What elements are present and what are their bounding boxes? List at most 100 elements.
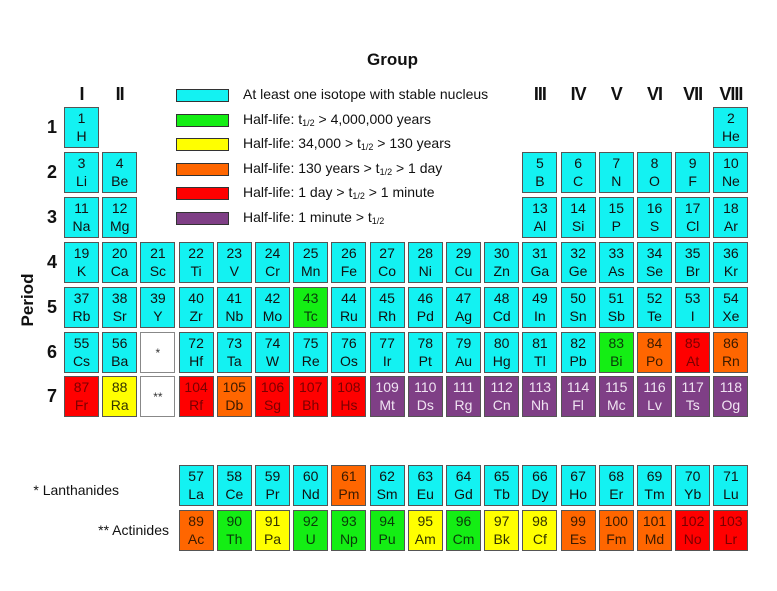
element-symbol: Rf [189, 397, 204, 414]
element-symbol: Cm [452, 531, 475, 547]
period-label: 2 [46, 161, 57, 182]
element-cell-ru: 44 Ru [331, 286, 367, 328]
atomic-number: 51 [608, 289, 625, 306]
group-label: II [115, 84, 125, 104]
atomic-number: 67 [570, 468, 586, 484]
atomic-number: 118 [719, 379, 743, 396]
element-symbol: Cs [72, 352, 91, 369]
atomic-number: 25 [302, 244, 319, 261]
element-cell-na: 11 Na [64, 196, 99, 238]
element-symbol: As [608, 262, 625, 279]
legend-swatch [176, 187, 229, 200]
atomic-number: 60 [302, 468, 319, 484]
atomic-number: 96 [455, 513, 472, 529]
element-cell-mg: 12 Mg [102, 196, 138, 238]
element-cell-sc: 21 Sc [140, 241, 176, 283]
atomic-number: 1 [77, 110, 86, 126]
element-symbol: Ru [339, 307, 358, 324]
atomic-number: 6 [574, 154, 582, 171]
atomic-number: 103 [719, 513, 743, 529]
legend-text: Half-life: 130 years > t1/2 > 1 day [243, 159, 443, 177]
element-cell-cm: 96 Cm [446, 510, 481, 551]
atomic-number: 78 [417, 334, 434, 351]
atomic-number: 15 [608, 199, 625, 216]
actinides-placeholder-cell: ** [140, 376, 176, 418]
element-symbol: C [573, 172, 584, 189]
atomic-number: 66 [532, 468, 548, 484]
element-symbol: Te [647, 307, 662, 324]
element-cell-lu: 71 Lu [713, 465, 749, 506]
atomic-number: 90 [226, 513, 243, 529]
element-cell-ar: 18 Ar [713, 196, 749, 238]
legend-text: At least one isotope with stable nucleus [243, 86, 489, 102]
element-cell-tc: 43 Tc [293, 286, 329, 328]
element-symbol: Zr [189, 307, 203, 324]
element-symbol: Ac [187, 531, 205, 547]
group-label: VI [646, 84, 663, 104]
element-cell-pd: 46 Pd [407, 286, 443, 328]
element-symbol: Dy [531, 486, 549, 502]
element-symbol: Bi [610, 352, 623, 369]
element-symbol: I [690, 307, 695, 324]
element-cell-bh: 107 Bh [293, 376, 329, 418]
element-cell-sg: 106 Sg [255, 376, 290, 418]
element-cell-at: 85 At [675, 331, 711, 373]
element-symbol: Tb [493, 486, 510, 502]
legend-swatch [176, 89, 229, 102]
element-symbol: Sg [263, 397, 282, 414]
element-symbol: Ge [568, 262, 588, 279]
element-symbol: Fm [606, 531, 627, 547]
element-symbol: O [649, 172, 660, 189]
atomic-number: 109 [375, 379, 399, 396]
atomic-number: 21 [150, 244, 166, 261]
element-symbol: Cf [532, 531, 547, 547]
element-symbol: Tc [303, 307, 318, 324]
legend-text: Half-life: 1 minute > t1/2 [243, 208, 385, 226]
element-symbol: Fr [74, 397, 89, 414]
element-cell-dy: 66 Dy [522, 465, 558, 506]
period-axis-label: Period [18, 273, 37, 327]
element-cell-si: 14 Si [560, 196, 596, 238]
element-cell-ti: 22 Ti [178, 241, 214, 283]
atomic-number: 50 [570, 289, 586, 306]
element-cell-nh: 113 Nh [522, 376, 558, 418]
element-symbol: N [611, 172, 622, 189]
atomic-number: 114 [566, 379, 590, 396]
atomic-number: 4 [115, 154, 124, 171]
atomic-number: 65 [493, 468, 510, 484]
element-cell-sn: 50 Sn [560, 286, 596, 328]
element-cell-hs: 108 Hs [331, 376, 367, 418]
atomic-number: 88 [111, 379, 128, 396]
atomic-number: 79 [455, 334, 472, 351]
element-symbol: Y [153, 307, 163, 324]
element-symbol: Xe [722, 307, 740, 324]
legend-text: Half-life: t1/2 > 4,000,000 years [243, 110, 432, 128]
element-symbol: Fe [340, 262, 358, 279]
group-label: III [533, 84, 547, 104]
atomic-number: 92 [302, 513, 319, 529]
element-cell-tm: 69 Tm [637, 465, 672, 506]
element-cell-sb: 51 Sb [598, 286, 634, 328]
atomic-number: 46 [417, 289, 434, 306]
element-cell-zr: 40 Zr [178, 286, 214, 328]
element-symbol: Ir [382, 352, 392, 369]
element-cell-zn: 30 Zn [484, 241, 520, 283]
atomic-number: 19 [73, 244, 90, 261]
group-label: V [610, 84, 623, 104]
atomic-number: 18 [723, 199, 739, 216]
element-symbol: Ho [569, 486, 588, 502]
atomic-number: 55 [73, 334, 90, 351]
element-cell-pa: 91 Pa [255, 510, 290, 551]
element-cell-al: 13 Al [522, 196, 558, 238]
element-symbol: Lu [723, 486, 739, 502]
element-cell-ge: 32 Ge [560, 241, 596, 283]
lanthanides-placeholder-cell: * [140, 331, 176, 373]
element-cell-cl: 17 Cl [675, 196, 711, 238]
element-symbol: Sc [149, 262, 167, 279]
element-symbol: Cd [492, 307, 511, 324]
element-cell-ce: 58 Ce [216, 465, 252, 506]
element-symbol: Ds [416, 397, 434, 414]
element-cell-li: 3 Li [64, 151, 99, 193]
